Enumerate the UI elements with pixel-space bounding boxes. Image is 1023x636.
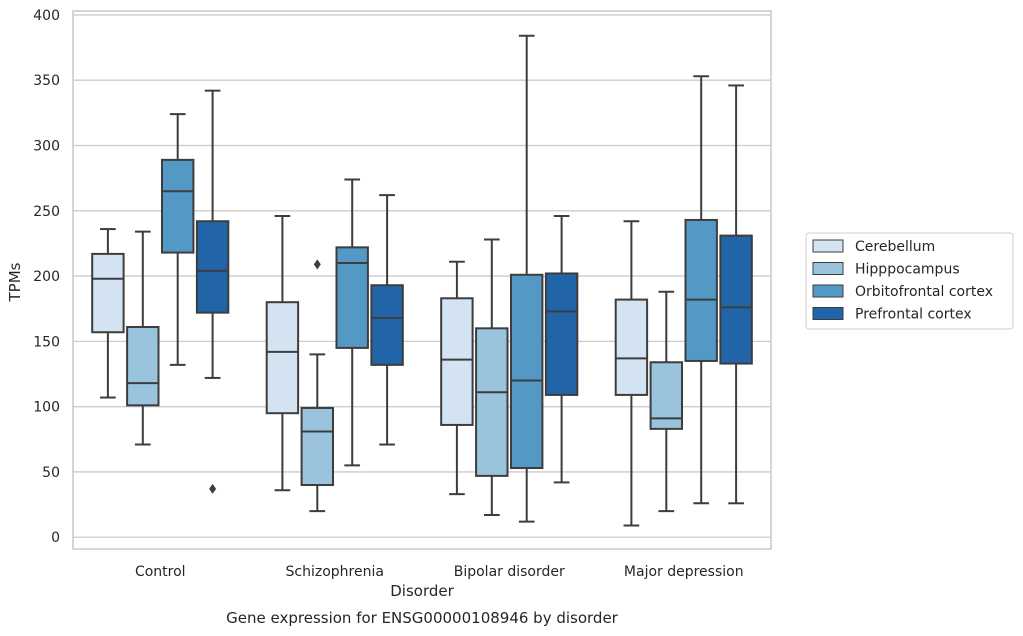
box-0-2 (160, 113, 195, 366)
y-tick-label: 100 (33, 400, 60, 416)
box-2-3 (544, 215, 579, 484)
y-tick-label: 400 (33, 8, 60, 24)
box-body (684, 218, 718, 362)
box-body (440, 297, 474, 426)
box-body (126, 326, 160, 407)
box-body (719, 234, 753, 365)
box-2-2 (509, 34, 544, 523)
y-tick-label: 250 (33, 204, 60, 220)
legend-frame (805, 232, 1014, 330)
boxes (91, 34, 753, 527)
y-tick-label: 300 (33, 139, 60, 155)
box-body (195, 220, 230, 314)
box-body (509, 273, 544, 470)
box-0-1 (126, 230, 160, 446)
chart-title: Gene expression for ENSG00000108946 by d… (226, 609, 619, 627)
legend-swatch (812, 239, 844, 253)
x-tick-label: Schizophrenia (286, 564, 384, 580)
y-tick-label: 50 (42, 465, 60, 481)
legend-label: Cerebellum (855, 239, 935, 255)
box-3-1 (649, 290, 684, 513)
box-1-0 (265, 215, 300, 492)
box-3-0 (614, 220, 649, 527)
x-axis-tick-labels: Control Schizophrenia Bipolar disorder Majo… (135, 564, 744, 580)
plot-frame (72, 10, 772, 550)
box-body (475, 327, 509, 477)
y-tick-label: 0 (51, 530, 60, 546)
box-1-3 (370, 194, 404, 446)
box-1-1 (300, 259, 335, 513)
box-0-0 (91, 228, 125, 399)
y-tick-label: 150 (33, 334, 60, 350)
legend-label: Orbitofrontal cortex (855, 284, 993, 300)
box-body (91, 252, 125, 334)
box-3-2 (684, 75, 718, 505)
y-axis-tick-labels: 0 50 100 150 200 250 300 350 400 (33, 8, 60, 546)
box-0-3 (195, 89, 230, 494)
legend-swatch (812, 262, 844, 275)
y-tick-label: 200 (33, 269, 60, 285)
box-body (160, 158, 195, 254)
box-body (265, 301, 300, 415)
legend-swatch (812, 284, 844, 298)
legend-swatch (812, 307, 844, 320)
legend-label: Hipppocampus (855, 262, 960, 278)
outlier-point (209, 483, 217, 494)
outlier-point (313, 259, 321, 270)
y-axis-title: TPMs (6, 262, 24, 302)
legend-label: Prefrontal cortex (855, 307, 972, 323)
box-2-1 (475, 238, 509, 517)
box-body (370, 284, 404, 366)
y-tick-label: 350 (33, 73, 60, 89)
box-body (544, 272, 579, 396)
box-body (300, 406, 335, 487)
x-axis-title: Disorder (390, 582, 454, 600)
legend: Cerebellum Hipppocampus Orbitofrontal cort… (805, 232, 1014, 330)
box-1-2 (335, 178, 369, 467)
box-body (614, 298, 649, 396)
x-tick-label: Control (135, 564, 186, 580)
box-2-0 (440, 260, 474, 496)
x-tick-label: Bipolar disorder (454, 564, 565, 580)
box-3-3 (719, 84, 753, 505)
box-body (335, 246, 369, 349)
x-tick-label: Major depression (624, 564, 744, 580)
